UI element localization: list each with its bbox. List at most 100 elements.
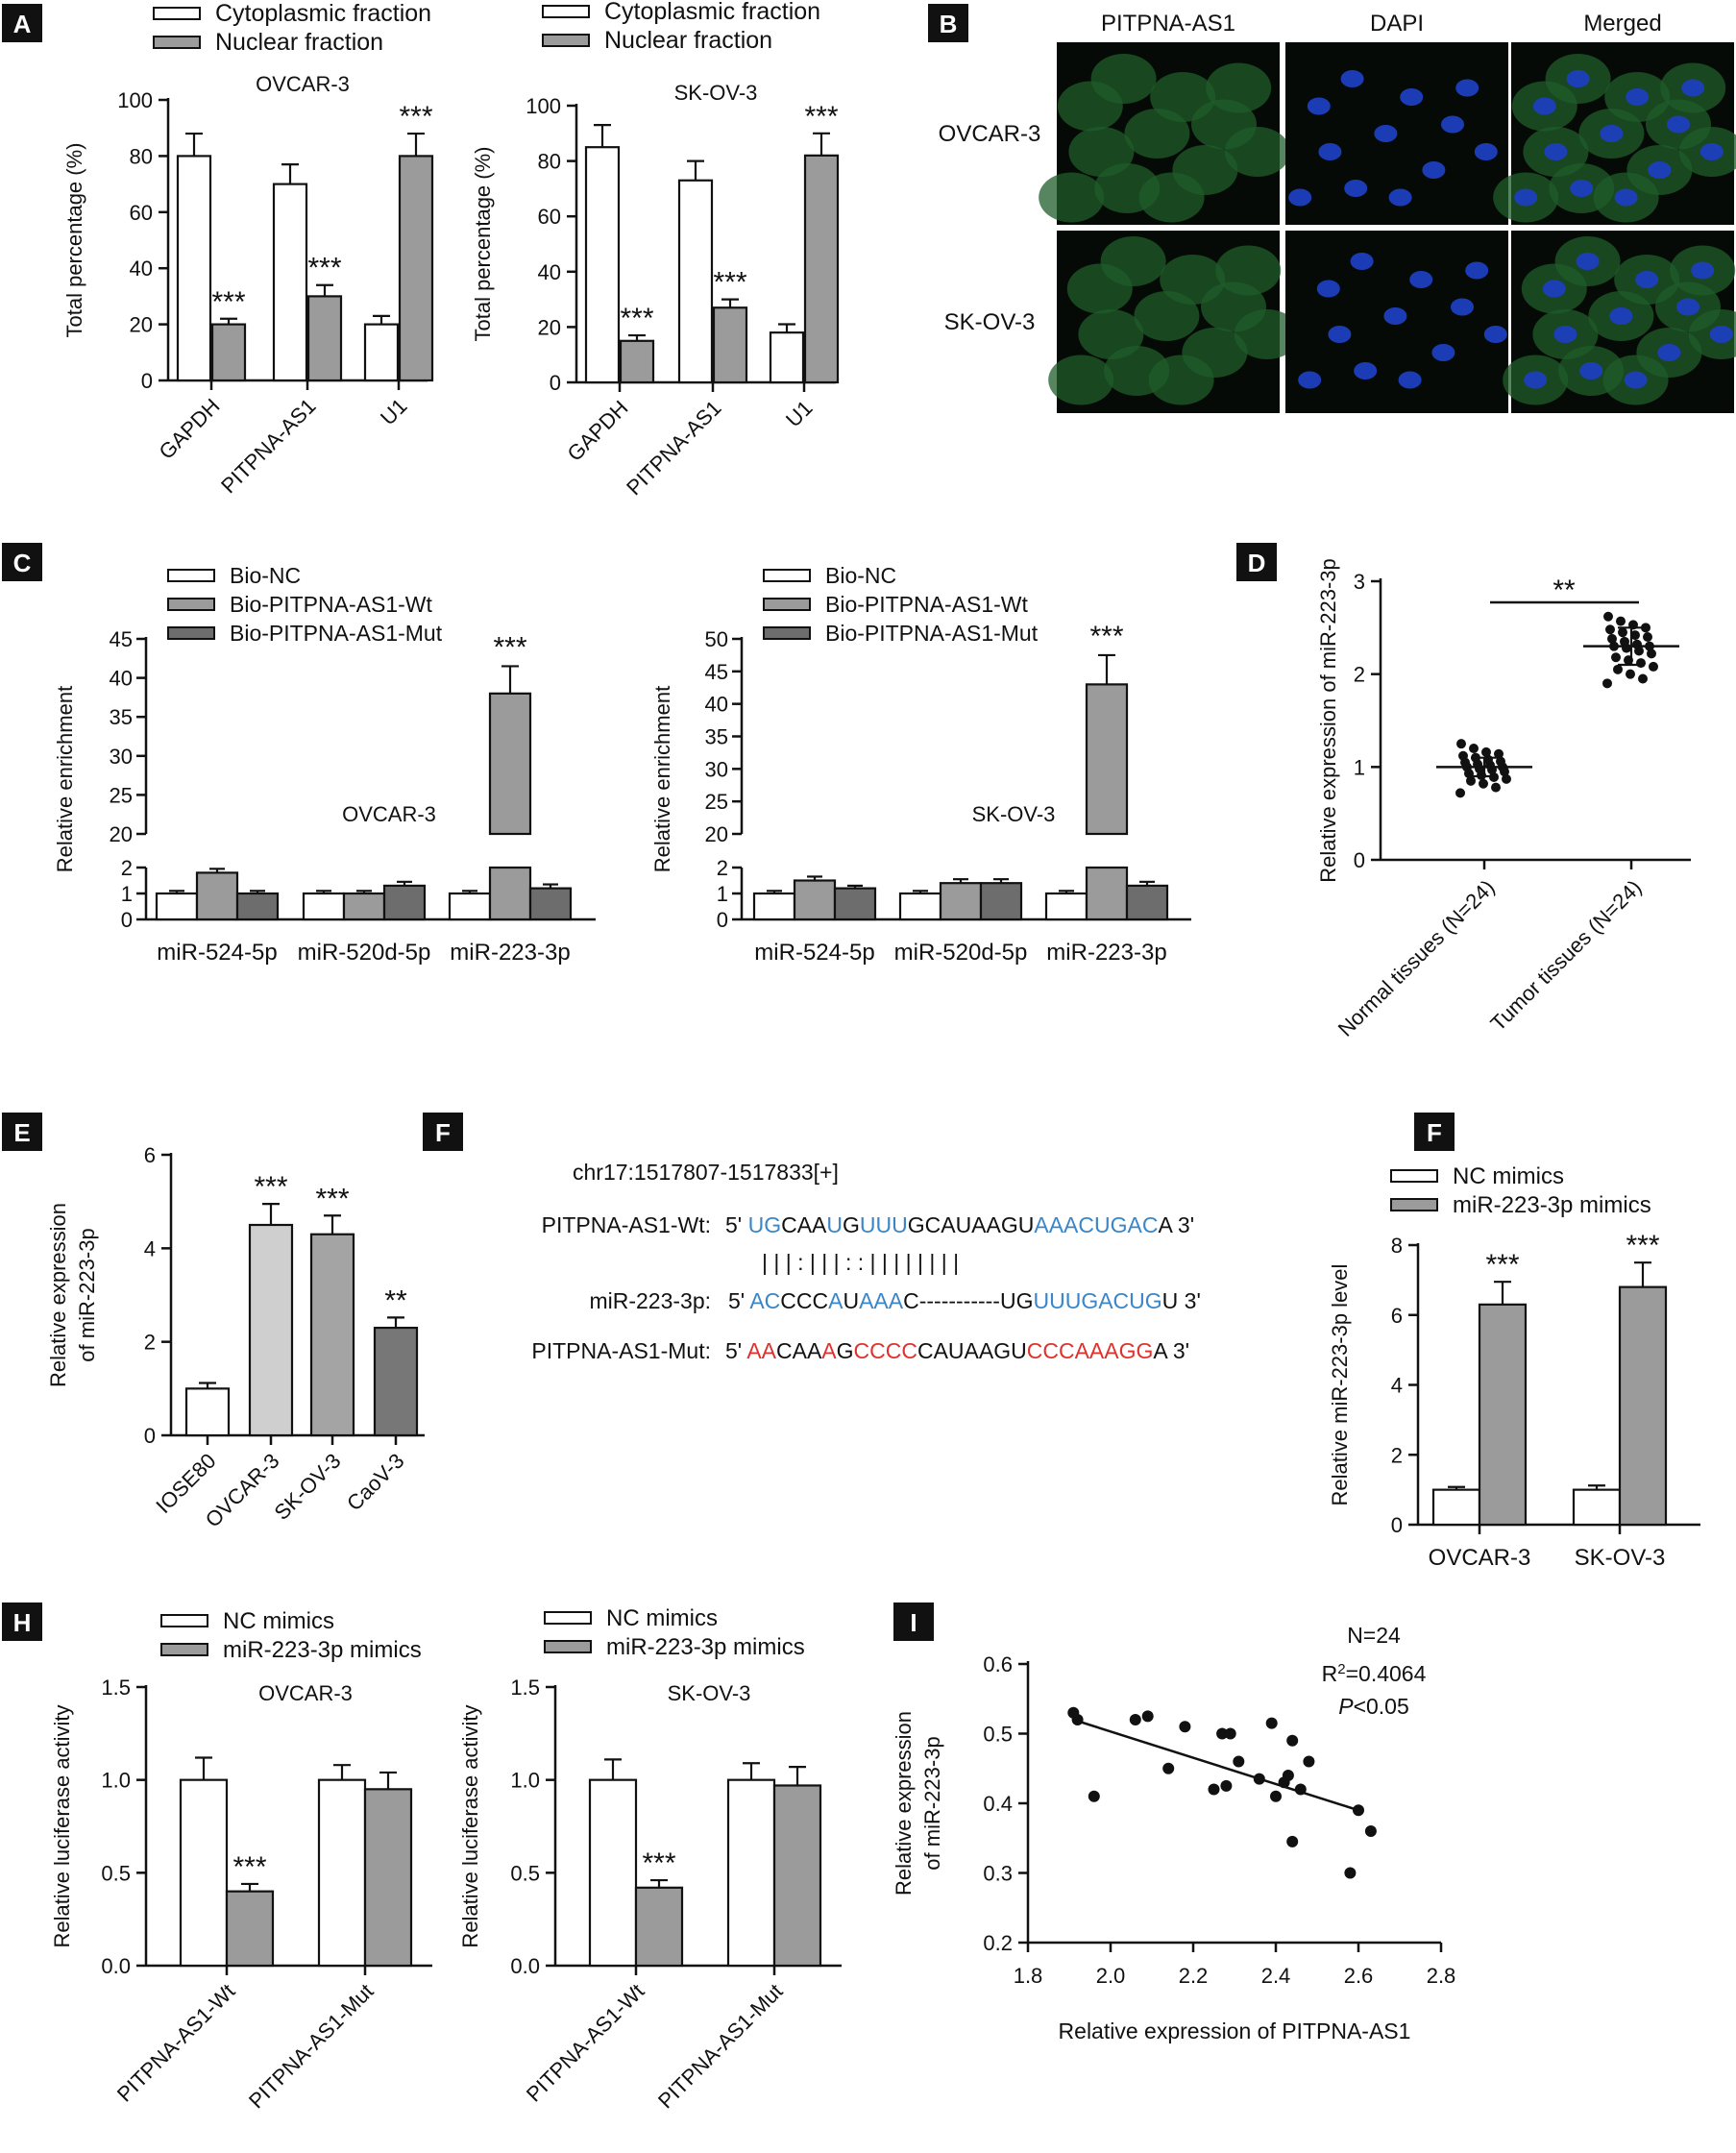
y-tick-label: 25 [705,790,728,814]
microscopy-grid: PITPNA-AS1 DAPI Merged OVCAR-3 SK-OV-3 [939,11,1736,413]
cell-nucleus [1691,261,1715,280]
data-point [1455,788,1465,798]
significance-stars: *** [1485,1249,1519,1281]
x-tick-label: PITPNA-AS1-Mut [653,1979,788,2114]
panel-label: D [1236,543,1277,581]
x-tick-label: miR-524-5p [157,940,277,966]
cell-nucleus [1614,188,1638,207]
y-tick-label: 4 [144,1236,156,1260]
cell-nucleus [1626,88,1650,106]
bar [373,1326,419,1437]
bar [363,1788,413,1968]
data-point [1613,664,1623,674]
data-point [1286,1835,1299,1847]
bar [1572,1488,1622,1527]
bar [1431,1488,1481,1527]
panel-label: I [893,1603,934,1641]
y-tick-label: 0 [141,369,153,393]
image-column-label: PITPNA-AS1 [1101,11,1235,37]
significance-stars: *** [620,303,653,334]
data-point [1502,773,1511,784]
cell-nucleus [1657,344,1681,361]
cell-nucleus [1409,271,1433,288]
sequence-text: 5' UGCAAUGUUUGCAUAAGUAAACUGACA 3' [725,1212,1194,1237]
legend-swatch [1390,1169,1438,1183]
significance-stars: *** [642,1847,675,1879]
data-point [1496,756,1505,767]
data-point [1643,632,1652,642]
bar [248,1223,294,1437]
cell-nucleus [1328,326,1352,343]
cell-nucleus [1340,70,1364,87]
y-tick-label: 0.2 [983,1931,1013,1955]
significance-stars: *** [1089,621,1123,652]
cell-cytoplasm [1057,81,1123,132]
y-tick-label: 45 [705,660,728,684]
bar [677,179,714,384]
x-tick-label: SK-OV-3 [269,1449,345,1525]
data-point [1466,775,1476,786]
panel-label-box [1236,543,1277,581]
legend-label: Nuclear fraction [215,29,383,56]
bar [803,154,840,384]
regression-line [1072,1718,1359,1812]
data-point [1286,1734,1299,1747]
cell-cytoplasm [1201,281,1266,332]
panel-label: B [928,4,968,42]
x-tick-label: 2.4 [1261,1964,1291,1988]
cell-nucleus [1532,97,1556,115]
cell-cytoplasm [1124,109,1190,159]
y-axis-label: Relative miR-223-3p level [1328,1264,1352,1506]
y-tick-label: 50 [705,627,728,651]
base-pairing: | | | : | | | : : | | | | | | | | [762,1250,959,1275]
y-tick-label: 20 [110,822,133,846]
bar [772,1784,822,1968]
y-tick-label: 60 [538,205,561,229]
stat-n: N=24 [1347,1623,1401,1648]
stat-p: P<0.05 [1338,1694,1409,1719]
cell-nucleus [1431,344,1455,361]
legend-swatch [763,598,811,611]
data-point [1208,1783,1220,1796]
data-point [1636,658,1646,669]
significance-stars: *** [493,631,526,663]
bar [398,155,434,382]
panel-label-text: F [435,1118,451,1147]
x-tick-label: Normal tissues (N=24) [1333,875,1500,1041]
x-tick-label: miR-223-3p [450,940,570,966]
panel-label-text: B [940,10,958,38]
image-column-label: DAPI [1370,11,1424,37]
bar [979,882,1023,921]
x-tick-label: miR-223-3p [1046,940,1166,966]
bar [584,146,621,384]
y-tick-label: 45 [110,627,133,651]
bar [448,892,492,921]
legend-label: Bio-PITPNA-AS1-Mut [825,621,1039,646]
legend-swatch [544,1640,592,1653]
cell-nucleus [1648,161,1672,179]
y-tick-label: 20 [705,822,728,846]
data-point [1605,624,1615,635]
chart-title: OVCAR-3 [256,72,350,96]
y-tick-label: 0.4 [983,1792,1013,1816]
significance-stars: *** [1626,1230,1659,1261]
bar [939,882,983,921]
y-tick-label: 35 [110,705,133,729]
panel-label-text: D [1248,549,1266,577]
x-tick-label: Tumor tissues (N=24) [1485,875,1646,1036]
y-tick-label: 60 [130,201,153,225]
cell-nucleus [1354,362,1378,379]
y-axis-label: Total percentage (%) [471,147,495,342]
cell-nucleus [1514,188,1538,207]
data-point [1129,1714,1141,1725]
cell-nucleus [1383,307,1407,325]
cell-nucleus [1451,298,1474,316]
data-point [1270,1790,1282,1802]
cell-nucleus [1288,188,1312,207]
data-point [1641,623,1650,633]
panel-label-box [423,1113,463,1151]
y-tick-label: 0 [121,908,133,932]
